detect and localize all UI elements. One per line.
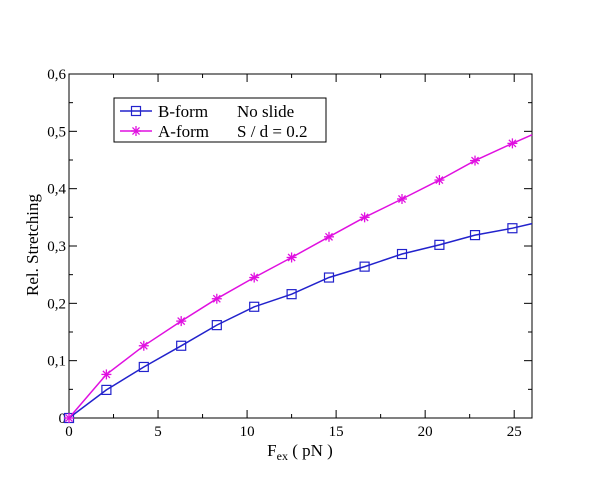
legend: B-form No slide A-form S / d = 0.2 <box>113 97 327 143</box>
y-tick-label: 0,3 <box>47 239 66 255</box>
x-tick-label: 0 <box>65 424 73 440</box>
data-point-1 <box>434 239 445 250</box>
x-tick-label: 25 <box>507 424 522 440</box>
asterisk-stroke <box>287 253 296 262</box>
data-point-1 <box>101 384 112 396</box>
y-tick-label: 0,1 <box>47 354 66 370</box>
y-tick-label: 0,2 <box>47 296 66 312</box>
data-point-2 <box>507 138 518 149</box>
legend-marker-2 <box>131 126 141 136</box>
axes: 0 5 10 15 20 25 0 0,1 0,2 0,3 0,4 0,5 0,6 <box>47 67 533 440</box>
y-tick-label: 0 <box>59 411 67 427</box>
asterisk-stroke <box>177 317 186 326</box>
asterisk-stroke <box>212 294 221 303</box>
data-point-2 <box>176 316 187 327</box>
data-point-1 <box>469 230 481 241</box>
asterisk-stroke <box>324 232 333 241</box>
data-point-2 <box>359 212 370 223</box>
asterisk-stroke <box>398 194 406 203</box>
asterisk-stroke <box>508 139 517 148</box>
data-point-2 <box>64 413 74 423</box>
data-point-1 <box>396 248 408 260</box>
data-point-1 <box>138 361 149 373</box>
y-axis-title: Rel. Stretching <box>23 194 42 296</box>
x-tick-label: 5 <box>154 424 162 440</box>
data-point-2 <box>397 193 408 204</box>
data-point-2 <box>138 340 149 351</box>
series-line-1 <box>68 222 533 419</box>
data-point-2 <box>470 155 481 166</box>
data-point-2 <box>323 231 334 242</box>
data-point-1 <box>211 320 222 331</box>
legend-annotation-1: No slide <box>237 102 294 121</box>
x-axis-title: Fex ( pN ) <box>267 441 333 463</box>
asterisk-stroke <box>132 127 140 135</box>
data-point-2 <box>249 272 260 283</box>
x-axis-title-unit: ( pN ) <box>288 441 333 460</box>
x-tick-label: 15 <box>329 424 344 440</box>
data-point-2 <box>211 293 222 304</box>
y-tick-label: 0,6 <box>47 67 66 83</box>
asterisk-stroke <box>102 370 111 379</box>
data-point-2 <box>286 252 297 263</box>
asterisk-stroke <box>471 156 480 165</box>
data-point-1 <box>507 223 518 234</box>
data-point-1 <box>286 289 297 300</box>
asterisk-stroke <box>360 213 369 222</box>
data-point-1 <box>176 340 187 351</box>
legend-box <box>113 97 327 143</box>
data-point-1 <box>359 261 370 272</box>
data-point-2 <box>101 369 112 380</box>
y-tick-label: 0,4 <box>47 182 66 198</box>
y-tick-label: 0,5 <box>47 124 66 140</box>
series-line-2 <box>68 134 533 419</box>
legend-label-2: A-form <box>158 122 209 141</box>
asterisk-stroke <box>435 176 444 185</box>
x-axis-title-subscript: ex <box>277 449 288 463</box>
legend-label-1: B-form <box>158 102 208 121</box>
legend-annotation-2: S / d = 0.2 <box>237 122 308 141</box>
data-point-1 <box>323 272 335 283</box>
data-point-1 <box>249 301 260 312</box>
asterisk-stroke <box>65 414 73 422</box>
legend-marker-1 <box>130 105 142 117</box>
x-axis-title-main: F <box>267 441 276 460</box>
series-layer <box>63 134 533 424</box>
x-tick-label: 20 <box>418 424 433 440</box>
data-point-2 <box>434 175 445 186</box>
asterisk-stroke <box>250 273 259 282</box>
x-tick-label: 10 <box>240 424 255 440</box>
asterisk-stroke <box>139 341 148 350</box>
